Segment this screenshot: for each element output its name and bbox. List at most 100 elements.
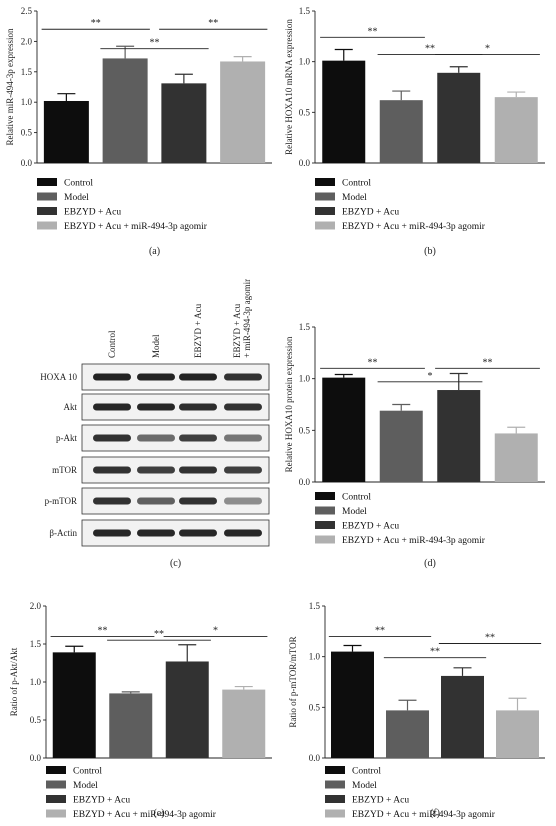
blot-row-label: HOXA 10 [40, 372, 77, 382]
chart-a: 0.0 0.5 1.0 1.5 2.0 2.5 Relative miR-494-3p ex… [5, 6, 272, 257]
significance-label: ** [91, 18, 101, 29]
significance-label: ** [425, 44, 435, 55]
panel-label: (b) [424, 246, 436, 257]
western-blot: Control Model EBZYD + Acu EBZYD + Acu+ miR-… [40, 279, 270, 569]
legend-label: Control [64, 179, 93, 189]
blot-band [93, 373, 131, 381]
significance-label: ** [368, 357, 378, 368]
legend-label: Control [342, 179, 371, 189]
legend-label: Control [352, 767, 381, 777]
legend-swatch [315, 521, 335, 529]
bar [161, 83, 207, 163]
legend-label: EBZYD + Acu [73, 796, 130, 806]
bar [386, 710, 429, 758]
legend-swatch [325, 795, 345, 803]
bar [165, 661, 209, 758]
y-tick-label: 0.5 [309, 702, 321, 712]
y-tick-label: 0.5 [21, 128, 33, 138]
legend-swatch [325, 766, 345, 774]
blot-band [137, 529, 175, 537]
blot-band [224, 403, 262, 411]
bar [331, 651, 374, 758]
legend-label: EBZYD + Acu [352, 796, 409, 806]
y-tick-label: 0.5 [30, 715, 42, 725]
legend-label: Control [73, 767, 102, 777]
blot-band [179, 529, 217, 537]
blot-band [137, 497, 175, 505]
blot-row-label: Akt [64, 402, 78, 412]
bar [109, 693, 153, 758]
lane-label: EBZYD + Acu+ miR-494-3p agomir [232, 279, 252, 358]
legend-swatch [46, 766, 66, 774]
legend-label: EBZYD + Acu + miR-494-3p agomir [352, 810, 496, 820]
y-tick-label: 1.5 [299, 322, 311, 332]
legend-label: EBZYD + Acu [342, 208, 399, 218]
significance-label: ** [154, 629, 164, 640]
y-tick-label: 1.0 [30, 677, 42, 687]
bar [43, 100, 89, 163]
significance-label: ** [368, 26, 378, 37]
blot-band [179, 373, 217, 381]
legend-label: EBZYD + Acu + miR-494-3p agomir [64, 222, 208, 232]
legend-swatch [37, 221, 57, 230]
y-tick-label: 2.0 [30, 601, 42, 611]
bar [102, 58, 148, 164]
legend-label: EBZYD + Acu [64, 208, 121, 218]
bar [437, 72, 481, 163]
legend-label: Model [342, 507, 367, 517]
panel-label: (d) [424, 558, 436, 569]
lane-label: EBZYD + Acu [193, 303, 203, 358]
bar [379, 100, 423, 163]
panel-label: (a) [149, 246, 160, 257]
legend-swatch [325, 780, 345, 789]
y-axis-label: Ratio of p-mTOR/mTOR [288, 636, 298, 727]
legend-swatch [46, 795, 66, 803]
legend-label: Model [342, 193, 367, 203]
y-tick-label: 0.5 [299, 425, 311, 435]
blot-band [137, 403, 175, 411]
bar [437, 390, 481, 482]
bar [220, 61, 266, 163]
chart-d: 0.0 0.5 1.0 1.5 Relative HOXA10 protein expr… [284, 322, 545, 569]
significance-label: ** [98, 625, 108, 636]
blot-band [137, 434, 175, 442]
legend-label: Model [352, 781, 377, 791]
blot-band [137, 373, 175, 381]
legend-swatch [315, 221, 335, 230]
y-axis-label: Relative miR-494-3p expression [5, 28, 15, 145]
y-tick-label: 1.5 [299, 6, 311, 16]
significance-label: ** [375, 625, 385, 636]
bar [496, 710, 539, 758]
blot-row-label: p-mTOR [45, 496, 77, 506]
y-tick-label: 1.0 [299, 57, 311, 67]
chart-b: 0.0 0.5 1.0 1.5 Relative HOXA10 mRNA express… [284, 6, 545, 257]
legend-swatch [37, 207, 57, 215]
legend-swatch [315, 492, 335, 500]
y-tick-label: 0.0 [299, 158, 311, 168]
y-tick-label: 0.5 [299, 107, 311, 117]
y-axis-label: Relative HOXA10 protein expression [284, 336, 294, 472]
bar [494, 433, 538, 482]
lane-label: Control [107, 330, 117, 358]
blot-band [224, 529, 262, 537]
legend-swatch [315, 178, 335, 186]
panel-label: (e) [153, 808, 164, 819]
y-tick-label: 0.0 [30, 753, 42, 763]
y-tick-label: 1.5 [21, 67, 33, 77]
legend-swatch [37, 192, 57, 201]
blot-band [179, 434, 217, 442]
significance-label: * [485, 44, 490, 55]
blot-row-label: mTOR [52, 465, 77, 475]
y-axis-label: Relative HOXA10 mRNA expression [284, 19, 294, 155]
bar [52, 652, 96, 758]
y-tick-label: 0.0 [309, 753, 321, 763]
y-tick-label: 1.0 [309, 652, 321, 662]
legend-swatch [315, 207, 335, 215]
legend-swatch [46, 780, 66, 789]
blot-band [93, 403, 131, 411]
legend-swatch [315, 506, 335, 515]
blot-band [224, 466, 262, 474]
legend-label: Model [64, 193, 89, 203]
legend-label: EBZYD + Acu + miR-494-3p agomir [342, 536, 486, 546]
